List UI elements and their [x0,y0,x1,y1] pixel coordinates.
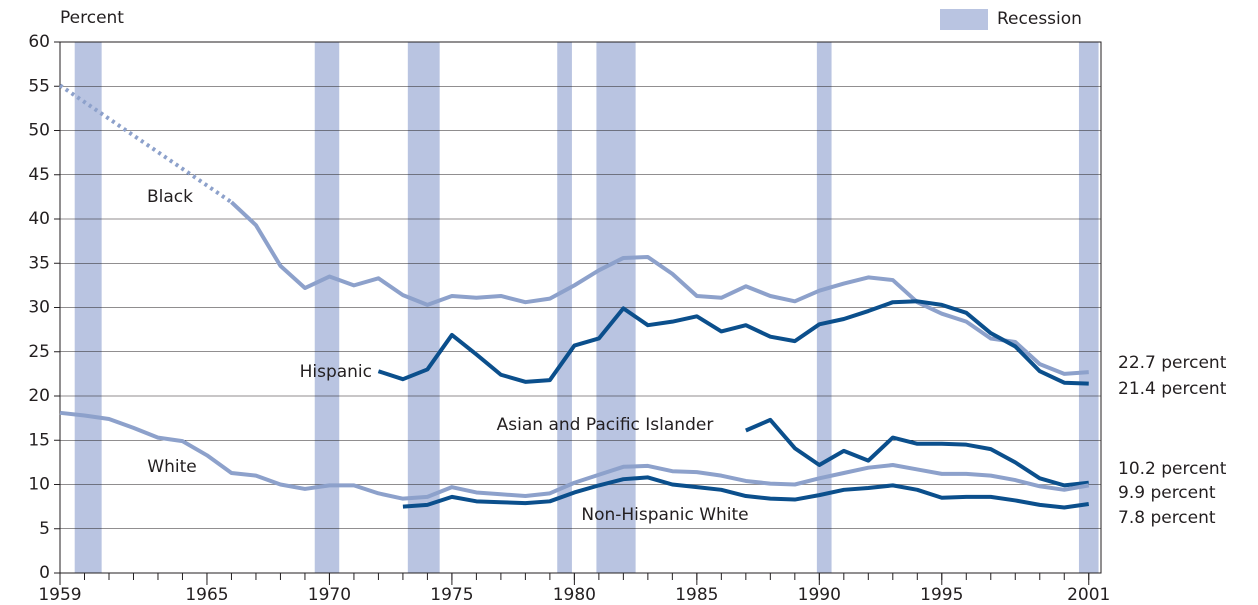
y-tick-label: 60 [28,32,50,52]
series-line [377,299,1089,386]
x-tick-label: 1975 [430,585,473,605]
y-tick-label: 35 [28,253,50,273]
y-tick-label: 0 [39,563,50,583]
y-tick-label: 10 [28,475,50,495]
end-label: 7.8 percent [1118,508,1216,528]
x-tick-label: 1990 [798,585,841,605]
y-tick-label: 30 [28,298,50,318]
x-tick-label: 1959 [38,585,81,605]
series-line [745,417,1089,488]
series-label: Asian and Pacific Islander [497,415,714,435]
legend-label: Recession [997,9,1082,29]
series-line [59,410,1090,501]
y-tick-label: 55 [28,76,50,96]
end-label: 22.7 percent [1118,353,1227,373]
x-tick-label: 1985 [675,585,718,605]
series-line [230,200,1089,376]
y-tick-label: 40 [28,209,50,229]
series-label: Hispanic [300,362,372,382]
plot-frame [59,41,1102,574]
y-tick-label: 50 [28,121,50,141]
x-tick-label: 2001 [1067,585,1110,605]
series-label: White [147,457,196,477]
end-label: 10.2 percent [1118,459,1227,479]
x-tick-label: 1970 [308,585,351,605]
y-axis-label: Percent [60,8,124,28]
y-tick-label: 15 [28,430,50,450]
y-tick-label: 45 [28,165,50,185]
y-tick-label: 20 [28,386,50,406]
series-label: Non-Hispanic White [581,505,748,525]
series-line [402,475,1090,510]
y-tick-label: 5 [39,519,50,539]
x-tick-label: 1980 [553,585,596,605]
y-tick-label: 25 [28,342,50,362]
x-tick-label: 1965 [185,585,228,605]
end-label: 9.9 percent [1118,483,1216,503]
legend-swatch [940,9,988,30]
end-label: 21.4 percent [1118,379,1227,399]
x-tick-label: 1995 [920,585,963,605]
series-label: Black [147,187,193,207]
